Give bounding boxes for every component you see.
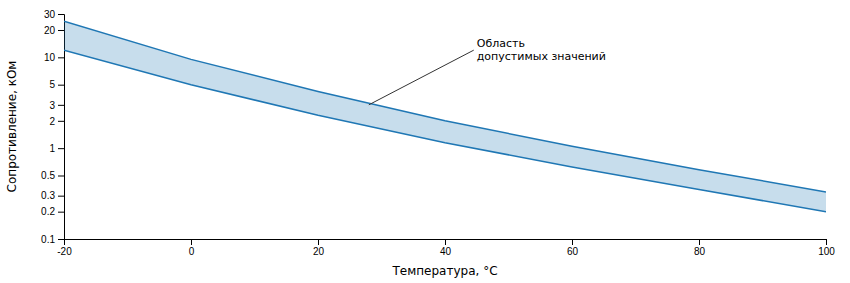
- x-tick-mark: [191, 239, 192, 245]
- plot-area: [64, 21, 826, 211]
- y-tick: 0.2: [41, 206, 64, 217]
- y-tick: 0.1: [41, 234, 64, 245]
- x-tick: 0: [189, 239, 195, 257]
- y-axis: 0.1 0.2 0.3 0.5 1 2 3 5 10 20 30: [41, 9, 64, 245]
- x-tick-mark: [572, 239, 573, 245]
- annotation: Областьдопустимых значений: [477, 37, 606, 63]
- x-axis-title: Температура, °C: [391, 264, 497, 278]
- y-tick: 20: [44, 25, 64, 36]
- range-band: [64, 21, 826, 211]
- x-tick-label: 100: [818, 246, 835, 257]
- x-tick-label: 40: [440, 246, 452, 257]
- y-tick-label: 30: [44, 9, 56, 20]
- y-tick-mark: [58, 148, 64, 149]
- y-tick: 1: [49, 143, 64, 154]
- y-tick-label: 0.1: [41, 234, 55, 245]
- y-axis-title: Сопротивление, кОм: [5, 61, 19, 193]
- x-tick: 80: [694, 239, 706, 257]
- y-tick-label: 0.3: [41, 190, 55, 201]
- y-tick-label: 0.5: [41, 170, 55, 181]
- x-tick-mark: [699, 239, 700, 245]
- y-tick-mark: [58, 176, 64, 177]
- x-tick: -20: [57, 239, 72, 257]
- y-tick-mark: [58, 121, 64, 122]
- x-tick: 20: [313, 239, 325, 257]
- boundary-line: [64, 50, 826, 212]
- x-tick-mark: [445, 239, 446, 245]
- x-tick: 40: [440, 239, 452, 257]
- x-tick: 60: [567, 239, 579, 257]
- y-tick-mark: [58, 85, 64, 86]
- y-tick-label: 2: [49, 116, 55, 127]
- y-tick-mark: [58, 30, 64, 31]
- y-tick: 0.5: [41, 170, 64, 181]
- y-tick-mark: [58, 105, 64, 106]
- x-tick-label: -20: [57, 246, 72, 257]
- annotation-line-text: допустимых значений: [477, 50, 606, 63]
- y-tick: 0.3: [41, 190, 64, 201]
- x-tick-label: 20: [313, 246, 325, 257]
- x-tick: 100: [818, 239, 835, 257]
- annotation-line-text: Область: [477, 37, 525, 50]
- y-tick-label: 3: [49, 100, 55, 111]
- y-tick-label: 1: [49, 143, 55, 154]
- chart: -20 0 20 40 60 80 100 0.1 0.2 0.3 0.5 1 2 3 5 10 20 30 Тем…: [0, 0, 850, 283]
- boundary-line: [64, 21, 826, 192]
- y-tick-mark: [58, 212, 64, 213]
- x-axis-line: [65, 240, 827, 246]
- x-tick-label: 80: [694, 246, 706, 257]
- y-tick-mark: [58, 196, 64, 197]
- x-axis: -20 0 20 40 60 80 100: [57, 239, 835, 257]
- y-axis-line: [58, 15, 65, 240]
- y-tick-mark: [58, 14, 64, 15]
- x-tick-mark: [826, 239, 827, 245]
- y-tick: 5: [49, 79, 64, 90]
- y-tick: 2: [49, 116, 64, 127]
- x-tick-mark: [318, 239, 319, 245]
- x-tick-label: 60: [567, 246, 579, 257]
- y-tick: 30: [44, 9, 64, 20]
- y-tick-mark: [58, 57, 64, 58]
- x-tick-label: 0: [189, 246, 195, 257]
- y-tick-label: 5: [49, 79, 55, 90]
- annotation-line: [369, 50, 474, 105]
- annotations: Областьдопустимых значений: [369, 37, 606, 105]
- y-tick: 10: [44, 52, 64, 63]
- y-tick-label: 10: [44, 52, 56, 63]
- y-tick: 3: [49, 100, 64, 111]
- y-tick-mark: [58, 239, 64, 240]
- y-tick-label: 20: [44, 25, 56, 36]
- y-tick-label: 0.2: [41, 206, 55, 217]
